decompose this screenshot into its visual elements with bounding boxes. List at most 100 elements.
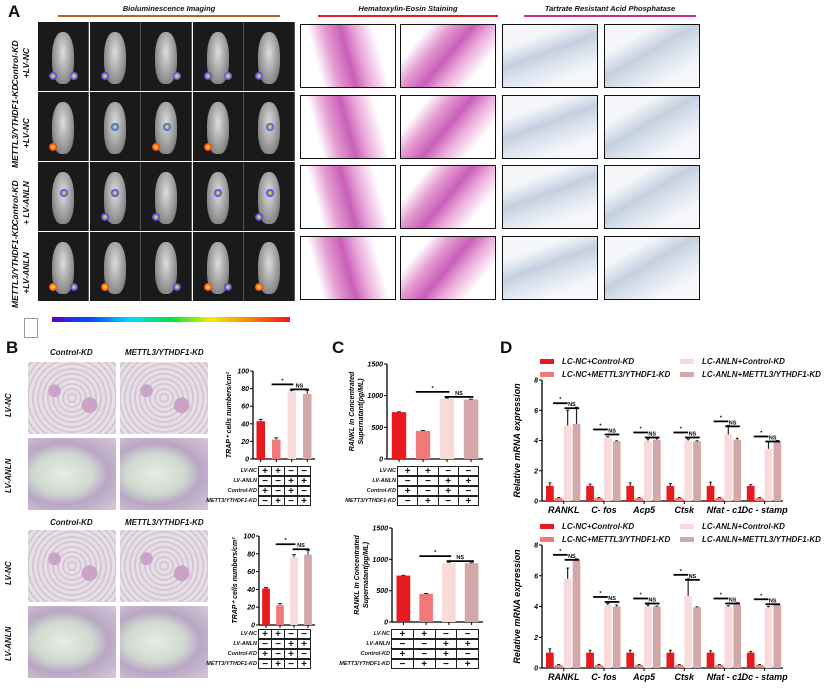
mouse-body <box>103 32 126 84</box>
bar <box>733 604 742 668</box>
bar <box>546 485 554 501</box>
y-tick-label: 20 <box>240 439 249 446</box>
bar <box>755 664 764 668</box>
chart-c2: 0 500 1000 1500 RANKL In Concentrated Superna… <box>354 526 483 627</box>
mouse-body <box>258 32 280 84</box>
x-tick-label: RANKL <box>548 672 580 682</box>
significance-label: NS <box>769 598 777 604</box>
condition-row: LV-NC + + − − <box>335 465 479 476</box>
bioluminescence-mouse-image <box>38 22 89 91</box>
condition-label: Control-KD <box>227 651 257 657</box>
luminescence-signal <box>214 189 222 198</box>
bioluminescence-mouse-image <box>89 22 141 91</box>
luminescence-signal <box>265 122 274 131</box>
he-stain-image <box>400 95 496 159</box>
bar <box>463 399 479 459</box>
legend-item: LC-NC+METTL3/YTHDF1-KD <box>540 535 670 544</box>
condition-sign: − <box>397 495 419 506</box>
y-tick-label: 0 <box>384 620 388 627</box>
luminescence-signal <box>49 283 58 292</box>
legend-swatch <box>680 372 694 377</box>
bar <box>586 652 594 668</box>
mouse-body <box>155 242 177 294</box>
bar <box>396 575 411 622</box>
bar <box>715 664 724 668</box>
y-tick-label: 60 <box>241 404 249 411</box>
significance-label: NS <box>648 432 656 438</box>
mouse-body <box>103 242 126 294</box>
bar <box>464 563 479 622</box>
legend-swatch <box>540 359 554 364</box>
column-label: Control-KD <box>50 348 93 357</box>
condition-sign: − <box>284 495 298 506</box>
bar <box>773 441 782 501</box>
luminescence-signal <box>100 213 109 222</box>
panel-label-b: B <box>6 338 19 357</box>
condition-label: Control-KD <box>227 488 257 494</box>
condition-label: METT3/YTHDF1-KD <box>345 498 396 504</box>
significance-label: * <box>640 427 643 433</box>
significance-label: * <box>680 427 683 433</box>
x-tick-label: Ctsk <box>675 505 696 515</box>
bar <box>554 664 563 668</box>
bar <box>635 497 643 501</box>
mouse-body <box>52 102 74 154</box>
row-label: LV-NC <box>4 393 13 417</box>
y-tick-label: 0 <box>251 623 255 630</box>
condition-row: METT3/YTHDF1-KD − + − + <box>205 495 311 506</box>
condition-sign: + <box>457 475 479 486</box>
condition-sign: + <box>271 658 285 669</box>
bar <box>391 412 407 459</box>
condition-row: LV-ANLN − − + + <box>335 638 479 649</box>
condition-sign: − <box>258 475 272 486</box>
luminescence-signal <box>172 283 181 292</box>
bioluminescence-mouse-image <box>89 162 141 231</box>
condition-sign: − <box>457 485 479 496</box>
condition-row: LV-ANLN − − + + <box>205 475 311 486</box>
y-tick-label: 2 <box>533 635 538 642</box>
legend-swatch <box>680 537 694 542</box>
condition-sign: − <box>412 648 436 659</box>
legend-item: LC-NC+METTL3/YTHDF1-KD <box>540 370 670 379</box>
condition-sign: − <box>271 638 285 649</box>
x-tick-label: Acp5 <box>632 672 656 682</box>
condition-label: LV-ANLN <box>372 478 396 484</box>
luminescence-signal <box>203 283 212 292</box>
bar <box>287 391 297 459</box>
bar <box>595 664 603 668</box>
y-tick-label: 40 <box>246 587 255 594</box>
condition-sign: + <box>412 628 436 639</box>
legend-item: LC-ANLN+METTL3/YTHDF1-KD <box>680 535 821 544</box>
significance-label: NS <box>608 428 616 434</box>
significance-label: NS <box>455 391 463 397</box>
bioluminescence-mouse-image <box>141 92 192 161</box>
bar <box>586 485 594 501</box>
he-stain-image <box>300 24 396 88</box>
y-tick-label: 2 <box>533 468 538 475</box>
bioluminescence-mouse-image <box>192 92 244 161</box>
bioluminescence-mouse-image <box>89 232 141 301</box>
bar <box>256 421 266 459</box>
bar <box>746 652 755 668</box>
bar <box>675 497 684 501</box>
condition-sign: + <box>437 475 459 486</box>
bar <box>572 423 581 501</box>
bar <box>693 607 701 668</box>
condition-sign: − <box>457 465 479 476</box>
bar <box>563 425 572 501</box>
bar <box>724 434 733 501</box>
legend-item: LC-ANLN+Control-KD <box>680 357 785 366</box>
bar <box>684 595 693 668</box>
condition-sign: − <box>284 658 298 669</box>
mouse-body <box>206 172 229 224</box>
mouse-body <box>52 172 74 224</box>
significance-label: NS <box>689 574 697 580</box>
luminescence-signal <box>111 122 119 131</box>
condition-sign: + <box>456 658 479 669</box>
condition-sign: − <box>284 465 298 476</box>
bar <box>603 604 612 668</box>
x-tick-label: Dc - stamp <box>742 505 789 515</box>
y-axis-label: RANKL In Concentrated <box>354 534 361 614</box>
legend-swatch <box>540 537 554 542</box>
row-label: LV-ANLN <box>4 626 13 661</box>
